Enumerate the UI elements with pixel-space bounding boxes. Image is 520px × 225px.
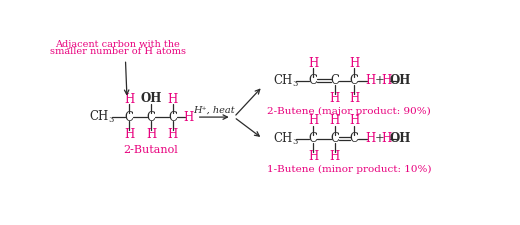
Text: H: H (365, 74, 375, 87)
Text: C: C (349, 74, 359, 87)
Text: $\mathregular{CH_3}$: $\mathregular{CH_3}$ (273, 73, 299, 89)
Text: OH: OH (390, 74, 411, 87)
Text: 2-Butene (major product: 90%): 2-Butene (major product: 90%) (267, 107, 431, 116)
Text: H: H (124, 93, 135, 106)
Text: H: H (167, 128, 178, 141)
Text: +: + (375, 74, 385, 87)
Text: C: C (349, 132, 359, 145)
Text: H: H (382, 132, 392, 145)
Text: H: H (308, 115, 318, 127)
Text: H: H (349, 92, 359, 105)
Text: H: H (330, 150, 340, 163)
Text: H: H (146, 128, 156, 141)
Text: H: H (124, 128, 135, 141)
Text: H: H (349, 115, 359, 127)
Text: H: H (365, 132, 375, 145)
Text: H⁺, heat: H⁺, heat (193, 106, 235, 115)
Text: 2-Butanol: 2-Butanol (124, 145, 178, 155)
Text: H: H (330, 115, 340, 127)
Text: C: C (147, 111, 155, 124)
Text: C: C (168, 111, 177, 124)
Text: C: C (308, 74, 318, 87)
Text: smaller number of H atoms: smaller number of H atoms (50, 47, 186, 56)
Text: OH: OH (390, 132, 411, 145)
Text: H: H (308, 57, 318, 70)
Text: H: H (349, 57, 359, 70)
Text: C: C (125, 111, 134, 124)
Text: +: + (375, 132, 385, 145)
Text: H: H (183, 111, 193, 124)
Text: C: C (308, 132, 318, 145)
Text: OH: OH (140, 92, 162, 105)
Text: H: H (382, 74, 392, 87)
Text: $\mathregular{CH_3}$: $\mathregular{CH_3}$ (89, 109, 115, 125)
Text: H: H (330, 92, 340, 105)
Text: 1-Butene (minor product: 10%): 1-Butene (minor product: 10%) (267, 165, 431, 174)
Text: C: C (330, 74, 339, 87)
Text: H: H (167, 93, 178, 106)
Text: Adjacent carbon with the: Adjacent carbon with the (55, 40, 180, 49)
Text: H: H (308, 150, 318, 163)
Text: $\mathregular{CH_3}$: $\mathregular{CH_3}$ (273, 130, 299, 147)
Text: C: C (330, 132, 339, 145)
